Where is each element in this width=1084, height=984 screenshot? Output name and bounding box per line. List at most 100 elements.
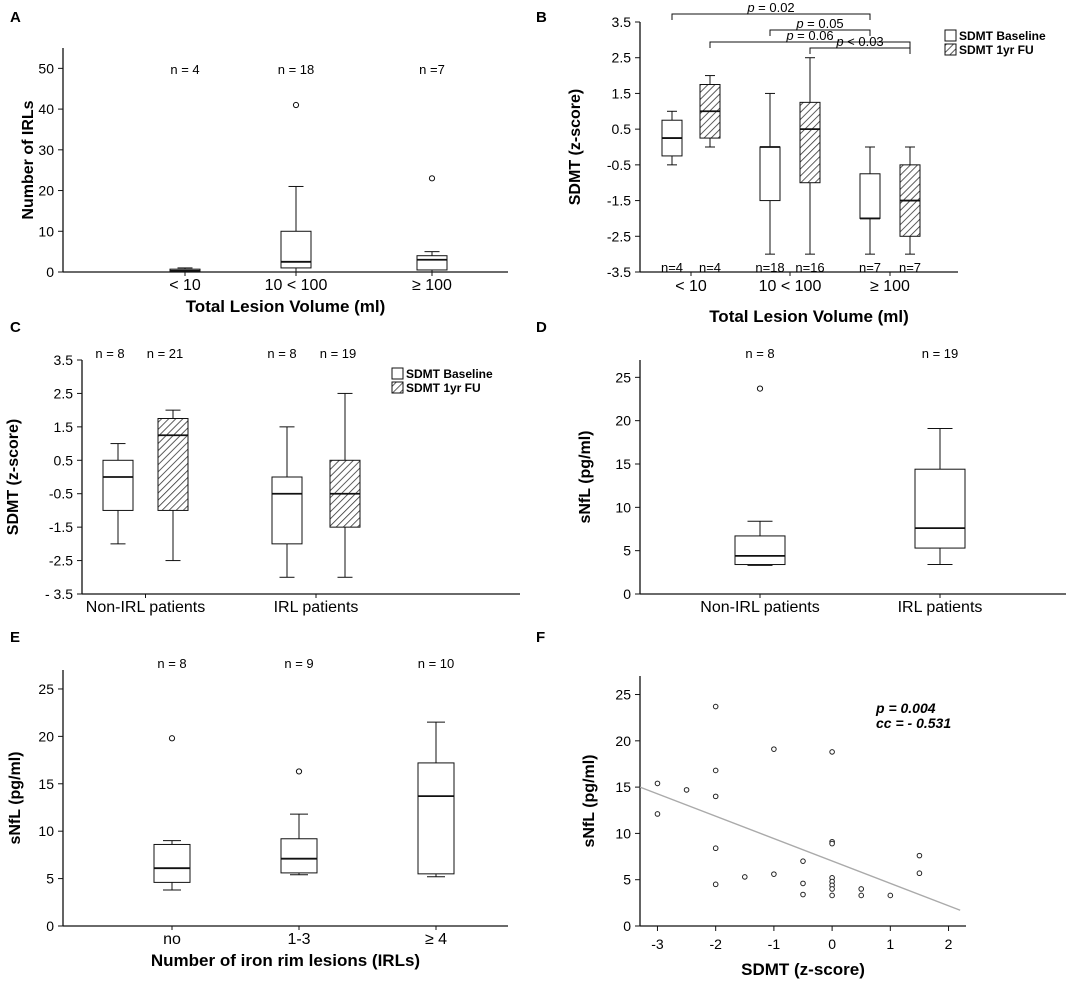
- scatter-point: [654, 811, 661, 817]
- scatter-point: [712, 703, 719, 710]
- y-axis-title: SDMT (z-score): [5, 419, 22, 535]
- sample-size-label: n = 9: [284, 656, 313, 671]
- box-outlier: [295, 768, 303, 775]
- box-body: [157, 418, 189, 511]
- y-axis-title: SDMT (z-score): [567, 89, 584, 205]
- x-tick-label: 0: [828, 936, 836, 952]
- sample-size-label: n = 21: [147, 346, 184, 361]
- box-body: [153, 843, 191, 883]
- legend-swatch: [944, 43, 957, 56]
- box-body: [914, 468, 966, 549]
- y-tick-label: 20: [615, 413, 631, 429]
- sample-size-label: n = 19: [320, 346, 357, 361]
- regression-line: [639, 786, 961, 911]
- y-tick-label: 0: [623, 918, 631, 934]
- sample-size-label: n = 8: [157, 656, 186, 671]
- box-body: [102, 459, 134, 511]
- panel-letter-b: B: [536, 9, 547, 26]
- sample-size-label: n = 8: [745, 346, 774, 361]
- scatter-point: [712, 881, 719, 888]
- scatter-point: [712, 767, 719, 774]
- y-tick-label: 2.5: [612, 50, 632, 66]
- y-tick-label: 5: [46, 871, 54, 887]
- panel-letter-a: A: [10, 9, 21, 26]
- scatter-point: [829, 886, 835, 892]
- significance-bracket: [709, 41, 911, 48]
- box-outlier: [168, 735, 176, 742]
- sample-size-label: n=7: [859, 260, 881, 275]
- panel-a-chart: 0 10 20 30 40 50 Number of IRLs Total Lesion Vo…: [20, 48, 508, 316]
- y-tick-label: 15: [38, 776, 54, 792]
- x-category-label: no: [163, 931, 181, 948]
- y-tick-label: 20: [38, 728, 54, 744]
- panel-c-chart: 3.5 2.5 1.5 0.5 -0.5 -1.5 -2.5 - 3.5 SDMT (z-sco…: [5, 346, 520, 616]
- x-category-label: Non-IRL patients: [700, 599, 819, 616]
- y-tick-label: -1.5: [607, 193, 631, 209]
- y-tick-label: 0: [46, 264, 54, 280]
- significance-label: p = 0.06: [785, 28, 833, 43]
- scatter-point: [829, 840, 835, 847]
- y-tick-label: -2.5: [607, 228, 631, 244]
- y-tick-label: 50: [38, 60, 54, 76]
- x-tick-label: 2: [945, 936, 953, 952]
- y-tick-label: 5: [623, 872, 631, 888]
- x-tick-label: -3: [651, 936, 664, 952]
- y-tick-label: 0: [46, 918, 54, 934]
- panel-letter-e: E: [10, 629, 20, 646]
- y-axis-title: sNfL (pg/ml): [581, 754, 598, 847]
- legend-label: SDMT Baseline: [959, 29, 1046, 43]
- y-tick-label: 10: [615, 825, 631, 841]
- p-value-annotation: p = 0.004: [875, 700, 936, 716]
- panel-letter-d: D: [536, 319, 547, 336]
- y-tick-label: 2.5: [54, 385, 74, 401]
- panel-letter-f: F: [536, 629, 545, 646]
- x-category-label: ≥ 100: [870, 278, 910, 295]
- significance-p-symbol: p: [785, 28, 793, 43]
- significance-label: p = 0.02: [746, 0, 794, 15]
- x-category-label: 10 < 100: [759, 278, 822, 295]
- y-tick-label: 1.5: [612, 85, 632, 101]
- y-tick-label: -0.5: [49, 486, 73, 502]
- legend-label: SDMT 1yr FU: [406, 381, 481, 395]
- significance-label: p = 0.05: [795, 16, 843, 31]
- y-tick-label: 10: [615, 499, 631, 515]
- legend-label: SDMT 1yr FU: [959, 43, 1034, 57]
- significance-p-symbol: p: [835, 34, 843, 49]
- y-tick-label: 3.5: [612, 14, 632, 30]
- significance-value: < 0.03: [844, 34, 884, 49]
- significance-bracket: [809, 47, 911, 54]
- scatter-point: [712, 845, 719, 852]
- sample-size-label: n=4: [661, 260, 683, 275]
- sample-size-label: n =7: [419, 62, 445, 77]
- scatter-point: [800, 880, 806, 887]
- y-tick-label: -0.5: [607, 157, 631, 173]
- y-tick-label: -3.5: [607, 264, 631, 280]
- box-outlier: [428, 175, 436, 182]
- box-body: [280, 838, 318, 874]
- scatter-point: [712, 793, 719, 800]
- x-tick-label: -1: [768, 936, 781, 952]
- x-axis-title: Total Lesion Volume (ml): [709, 307, 909, 326]
- scatter-point: [916, 852, 923, 859]
- scatter-point: [654, 780, 661, 787]
- y-tick-label: 40: [38, 101, 54, 117]
- y-tick-label: 25: [615, 687, 631, 703]
- scatter-point: [858, 892, 865, 899]
- significance-label: p < 0.03: [835, 34, 883, 49]
- x-tick-label: -2: [709, 936, 722, 952]
- box-outlier: [292, 101, 300, 109]
- y-tick-label: 0.5: [54, 452, 74, 468]
- y-axis-title: Number of IRLs: [20, 100, 37, 219]
- box-body: [759, 146, 781, 202]
- scatter-point: [858, 886, 865, 892]
- scatter-point: [771, 746, 777, 752]
- y-tick-label: 20: [615, 733, 631, 749]
- x-axis-title: Total Lesion Volume (ml): [186, 297, 386, 316]
- x-category-label: IRL patients: [274, 599, 359, 616]
- scatter-point: [916, 870, 923, 877]
- box-body: [417, 762, 455, 875]
- x-axis-title: Number of iron rim lesions (IRLs): [151, 951, 420, 970]
- scatter-point: [800, 858, 806, 864]
